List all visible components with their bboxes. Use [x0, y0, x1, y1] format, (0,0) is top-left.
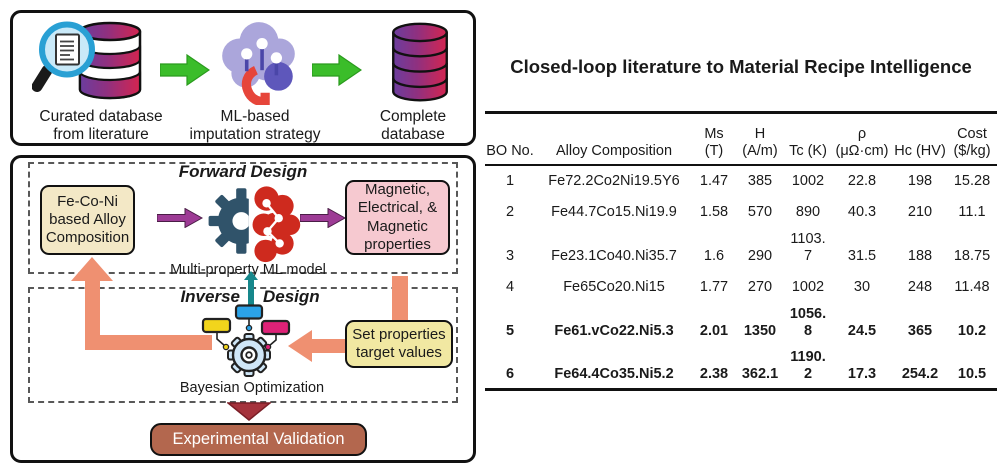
col-tc: Tc (K): [789, 143, 827, 160]
target-values-box: Set properties target values: [345, 320, 453, 368]
table-row: 6 Fe64.4Co35.Ni5.2 2.38 362.1 1190. 2 17.3 …: [505, 348, 987, 382]
properties-box: Magnetic, Electrical, & Magnetic propert…: [345, 180, 450, 255]
table-row: 3 Fe23.1Co40.Ni35.7 1.6 290 1103. 7 31.5 18…: [505, 231, 991, 265]
table-row: 4 Fe65Co20.Ni15 1.77 270 1002 30 248 11.48: [505, 279, 990, 296]
curated-database-label: Curated database from literature: [39, 108, 163, 143]
experimental-validation-box: Experimental Validation: [150, 423, 367, 456]
table-header-row: BO No. Alloy Composition Ms (T) H (A/m) …: [485, 113, 997, 165]
table-title: Closed-loop literature to Material Recip…: [510, 56, 972, 77]
design-loop-panel: Forward Design Fe-Co-Ni based Alloy Comp…: [10, 155, 476, 463]
alloy-composition-box: Fe-Co-Ni based Alloy Composition: [40, 185, 135, 255]
arrow-right-icon: [300, 208, 346, 228]
col-h: H (A/m): [742, 126, 778, 160]
col-cost: Cost ($/kg): [953, 126, 991, 160]
inverse-design-title-left: Inverse: [180, 287, 240, 306]
ml-imputation-label: ML-based imputation strategy: [189, 108, 321, 143]
complete-database-label: Complete database: [379, 108, 447, 143]
arrow-down-icon: [227, 402, 271, 421]
ml-model-label: Multi-property ML model: [170, 262, 326, 278]
forward-design-region: [28, 162, 458, 274]
col-hc: Hc (HV): [894, 143, 946, 160]
col-alloy-composition: Alloy Composition: [555, 143, 673, 160]
properties-to-target-connector: [392, 276, 408, 322]
arrow-right-icon: [157, 208, 203, 228]
col-bo-no: BO No.: [486, 143, 534, 160]
double-arrow-vertical-icon: [244, 271, 258, 315]
database-pipeline-panel: Curated database from literature ML-base…: [10, 10, 476, 146]
ml-model-icon: [208, 186, 301, 263]
col-ms: Ms (T): [704, 126, 724, 160]
inverse-design-title-right: Design: [263, 287, 320, 306]
table-row: 2 Fe44.7Co15.Ni19.9 1.58 570 890 40.3 210 11…: [505, 204, 986, 221]
inverse-design-region: [28, 287, 458, 403]
table-row: 1 Fe72.2Co2Ni19.5Y6 1.47 385 1002 22.8 198 1…: [505, 173, 991, 190]
feedback-arrow-up-icon: [71, 257, 212, 350]
arrow-left-icon: [288, 330, 345, 362]
results-table: BO No. Alloy Composition Ms (T) H (A/m) …: [485, 111, 997, 392]
table-row: 5 Fe61.vCo22.Ni5.3 2.01 1350 1056. 8 24.5 3…: [505, 306, 987, 340]
forward-design-title: Forward Design: [178, 162, 308, 181]
arrow-right-icon: [312, 53, 362, 87]
bayesian-optimization-label: Bayesian Optimization: [179, 380, 325, 396]
curated-database-icon: [32, 21, 142, 100]
ml-brain-icon: [222, 22, 295, 105]
complete-database-icon: [392, 22, 448, 102]
bayesian-optimization-icon: [201, 304, 291, 377]
col-rho: ρ (μΩ·cm): [835, 126, 889, 160]
arrow-right-icon: [160, 53, 210, 87]
